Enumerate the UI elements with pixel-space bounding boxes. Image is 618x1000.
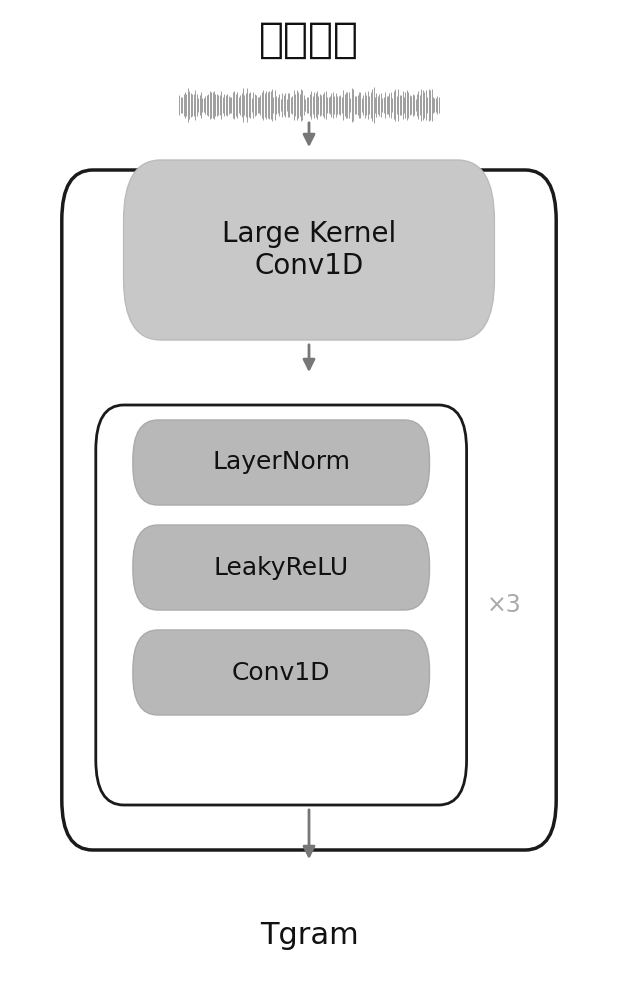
Text: LeakyReLU: LeakyReLU (214, 556, 349, 580)
Text: Tgram: Tgram (260, 920, 358, 950)
Text: LayerNorm: LayerNorm (212, 450, 350, 475)
Text: ×3: ×3 (486, 593, 521, 617)
FancyBboxPatch shape (62, 170, 556, 850)
Text: Large Kernel
Conv1D: Large Kernel Conv1D (222, 220, 396, 280)
FancyBboxPatch shape (124, 160, 494, 340)
FancyBboxPatch shape (133, 525, 430, 610)
Text: 原始音频: 原始音频 (259, 19, 359, 61)
FancyBboxPatch shape (96, 405, 467, 805)
Text: Conv1D: Conv1D (232, 661, 331, 685)
FancyBboxPatch shape (133, 630, 430, 715)
FancyBboxPatch shape (133, 420, 430, 505)
